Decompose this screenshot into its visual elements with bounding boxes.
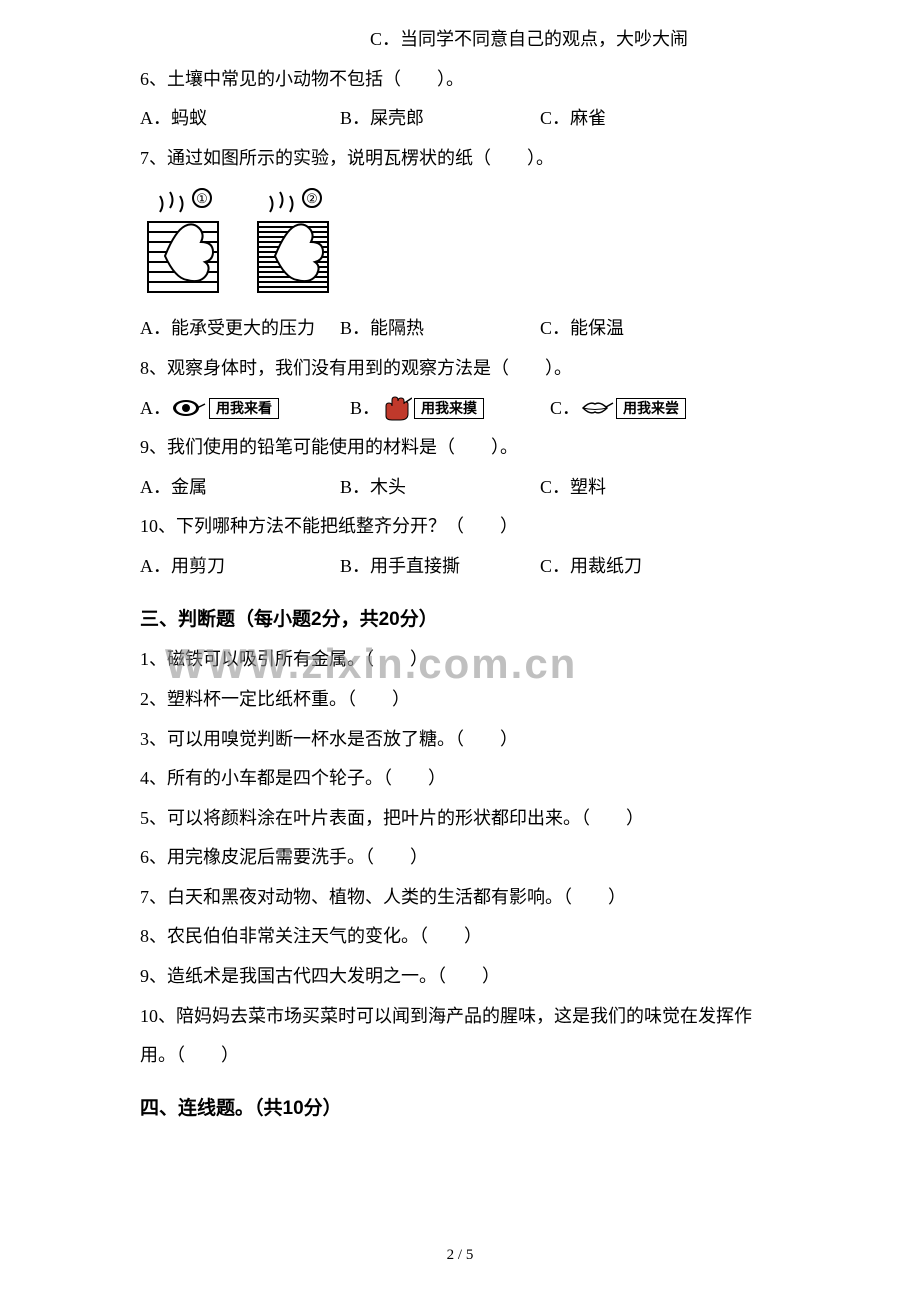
q9-opt-b: B．木头	[340, 468, 540, 508]
section3-heading: 三、判断题（每小题2分，共20分）	[140, 599, 790, 641]
q10-opt-c: C．用裁纸刀	[540, 547, 642, 587]
q8-opt-b-prefix: B．	[350, 389, 380, 429]
q10-opt-b: B．用手直接撕	[340, 547, 540, 587]
judge-6: 6、用完橡皮泥后需要洗手。（ ）	[140, 838, 790, 878]
q9-stem: 9、我们使用的铅笔可能使用的材料是（ ）。	[140, 428, 790, 468]
q8-opt-c-prefix: C．	[550, 389, 580, 429]
q7-stem: 7、通过如图所示的实验，说明瓦楞状的纸（ ）。	[140, 139, 790, 179]
eye-icon	[171, 398, 209, 418]
q6-stem: 6、土壤中常见的小动物不包括（ ）。	[140, 60, 790, 100]
svg-text:①: ①	[196, 191, 208, 206]
judge-3: 3、可以用嗅觉判断一杯水是否放了糖。（ ）	[140, 720, 790, 760]
q7-opt-c: C．能保温	[540, 309, 624, 349]
judge-8: 8、农民伯伯非常关注天气的变化。（ ）	[140, 917, 790, 957]
q6-opt-b: B．屎壳郎	[340, 99, 540, 139]
q8-stem: 8、观察身体时，我们没有用到的观察方法是（ ）。	[140, 349, 790, 389]
q8-opt-c-label: 用我来尝	[616, 398, 686, 420]
judge-5: 5、可以将颜料涂在叶片表面，把叶片的形状都印出来。（ ）	[140, 799, 790, 839]
q8-opt-a-label: 用我来看	[209, 398, 279, 420]
q8-options: A． 用我来看 B． 用我来摸 C．	[140, 389, 790, 429]
judge-9: 9、造纸术是我国古代四大发明之一。（ ）	[140, 957, 790, 997]
q7-opt-b: B．能隔热	[340, 309, 540, 349]
q9-options: A．金属 B．木头 C．塑料	[140, 468, 790, 508]
q10-stem: 10、下列哪种方法不能把纸整齐分开？（ ）	[140, 507, 790, 547]
section4-heading: 四、连线题。（共10分）	[140, 1088, 790, 1130]
q7-options: A．能承受更大的压力 B．能隔热 C．能保温	[140, 309, 790, 349]
judge-10-line1: 10、陪妈妈去菜市场买菜时可以闻到海产品的腥味，这是我们的味觉在发挥作	[140, 997, 790, 1037]
svg-text:②: ②	[306, 191, 318, 206]
page-footer: 2 / 5	[0, 1239, 920, 1272]
mouth-icon	[580, 399, 616, 417]
judge-10-line2: 用。（ ）	[140, 1036, 790, 1076]
judge-1: 1、磁铁可以吸引所有金属。（ ）	[140, 640, 790, 680]
q9-opt-a: A．金属	[140, 468, 340, 508]
judge-7: 7、白天和黑夜对动物、植物、人类的生活都有影响。（ ）	[140, 878, 790, 918]
hand-icon	[380, 394, 414, 422]
judge-2: 2、塑料杯一定比纸杯重。（ ）	[140, 680, 790, 720]
q6-opt-c: C．麻雀	[540, 99, 606, 139]
q8-opt-b-label: 用我来摸	[414, 398, 484, 420]
q10-options: A．用剪刀 B．用手直接撕 C．用裁纸刀	[140, 547, 790, 587]
q6-options: A．蚂蚁 B．屎壳郎 C．麻雀	[140, 99, 790, 139]
orphan-option-c: C．当同学不同意自己的观点，大吵大闹	[140, 20, 790, 60]
q10-opt-a: A．用剪刀	[140, 547, 340, 587]
q7-figure: ① ②	[140, 186, 790, 301]
q9-opt-c: C．塑料	[540, 468, 606, 508]
q6-opt-a: A．蚂蚁	[140, 99, 340, 139]
q8-opt-a-prefix: A．	[140, 389, 171, 429]
judge-4: 4、所有的小车都是四个轮子。（ ）	[140, 759, 790, 799]
q7-opt-a: A．能承受更大的压力	[140, 309, 340, 349]
